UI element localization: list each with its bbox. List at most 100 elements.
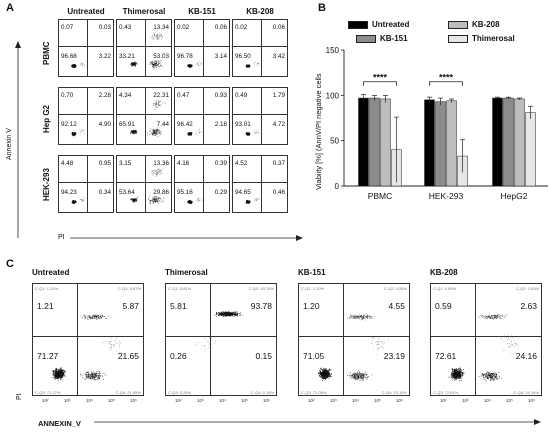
event-dot bbox=[257, 63, 259, 65]
event-dot bbox=[61, 371, 63, 373]
event-dot bbox=[100, 316, 102, 317]
panel-a-row-header: Hep G2 bbox=[42, 104, 51, 133]
event-dot bbox=[511, 337, 513, 338]
event-dot bbox=[109, 349, 110, 351]
event-dot bbox=[154, 129, 156, 131]
event-dot bbox=[497, 378, 499, 380]
event-dot bbox=[498, 317, 500, 319]
event-dot bbox=[60, 378, 62, 380]
event-dot bbox=[152, 131, 154, 133]
event-dot bbox=[155, 105, 157, 107]
event-dot bbox=[155, 169, 157, 171]
event-dot bbox=[149, 201, 151, 203]
event-dot bbox=[323, 378, 325, 380]
event-dot bbox=[60, 370, 62, 372]
event-dot bbox=[362, 378, 364, 380]
event-dot bbox=[238, 313, 240, 315]
event-dot bbox=[460, 369, 462, 371]
event-dot bbox=[492, 379, 494, 381]
event-dot bbox=[350, 315, 352, 316]
legend-swatch bbox=[448, 20, 468, 29]
event-dot bbox=[81, 199, 83, 201]
event-dot bbox=[218, 314, 220, 315]
event-dot bbox=[350, 314, 351, 316]
event-dot bbox=[56, 368, 58, 370]
event-dot bbox=[157, 197, 159, 199]
event-dot bbox=[495, 374, 497, 375]
event-dot bbox=[352, 375, 354, 377]
event-dot bbox=[254, 132, 256, 134]
event-dot bbox=[326, 370, 328, 372]
event-dot bbox=[87, 319, 89, 320]
event-dot bbox=[487, 376, 489, 378]
event-dot bbox=[200, 199, 202, 201]
event-dot bbox=[355, 317, 357, 319]
event-dot bbox=[130, 130, 132, 132]
event-dot bbox=[235, 311, 237, 313]
event-dot bbox=[153, 133, 155, 135]
event-dot bbox=[149, 203, 151, 205]
quadrant-value: 1.20 bbox=[303, 301, 320, 311]
event-dot bbox=[87, 316, 89, 317]
quadrant-value: 94.65 bbox=[235, 189, 251, 196]
event-dot bbox=[93, 314, 94, 316]
event-dot bbox=[85, 318, 87, 320]
quadrant-value: 4.52 bbox=[235, 160, 248, 167]
event-dot bbox=[368, 315, 370, 317]
event-dot bbox=[459, 380, 461, 382]
event-dot bbox=[323, 374, 325, 376]
event-dot bbox=[131, 63, 133, 65]
panel-c-flow-plot: 1.21 5.87 71.27 21.65 C-Q1: 1.21% C-Q2: 5.87%… bbox=[32, 283, 144, 396]
event-dot bbox=[98, 370, 100, 372]
quadrant-value: 13.36 bbox=[153, 160, 169, 167]
event-dot bbox=[157, 62, 159, 63]
event-dot bbox=[103, 315, 105, 317]
event-dot bbox=[152, 38, 154, 40]
event-dot bbox=[378, 344, 380, 345]
panel-a-column-header: KB-208 bbox=[246, 7, 274, 16]
legend-swatch bbox=[356, 34, 376, 43]
event-dot bbox=[86, 373, 88, 375]
event-dot bbox=[134, 201, 136, 203]
event-dot bbox=[320, 373, 322, 375]
event-dot bbox=[84, 315, 86, 317]
event-dot bbox=[236, 311, 238, 313]
event-dot bbox=[152, 63, 154, 65]
event-dot bbox=[89, 319, 91, 321]
event-dot bbox=[383, 343, 385, 345]
panel-a-flow-plot: 0.43 13.34 33.21 53.03 bbox=[116, 19, 172, 77]
event-dot bbox=[158, 172, 160, 174]
quadrant-value: 4.48 bbox=[61, 160, 74, 167]
event-dot bbox=[499, 375, 500, 377]
event-dot bbox=[158, 102, 160, 103]
event-dot bbox=[103, 373, 105, 375]
quadrant-value: 2.18 bbox=[214, 121, 227, 128]
event-dot bbox=[83, 133, 85, 134]
quadrant-gate-horizontal bbox=[117, 46, 171, 47]
event-dot bbox=[148, 199, 150, 201]
panel-c-scatter bbox=[317, 314, 389, 382]
event-dot bbox=[325, 368, 327, 370]
event-dot bbox=[72, 134, 75, 136]
x-category-label: PBMC bbox=[368, 191, 393, 201]
event-dot bbox=[351, 374, 353, 376]
event-dot bbox=[450, 375, 452, 377]
event-dot bbox=[83, 64, 85, 65]
event-dot bbox=[491, 317, 493, 319]
event-dot bbox=[518, 346, 519, 348]
event-dot bbox=[159, 35, 161, 37]
quadrant-value: 4.72 bbox=[272, 121, 285, 128]
event-dot bbox=[155, 175, 157, 177]
event-dot bbox=[362, 376, 363, 378]
event-dot bbox=[84, 65, 85, 67]
event-dot bbox=[187, 65, 189, 67]
quadrant-value: 4.90 bbox=[98, 121, 111, 128]
event-dot bbox=[152, 202, 154, 204]
event-dot bbox=[485, 380, 487, 382]
event-dot bbox=[63, 370, 65, 372]
event-dot bbox=[56, 374, 58, 376]
event-dot bbox=[350, 376, 352, 378]
event-dot bbox=[508, 339, 510, 340]
event-dot bbox=[87, 377, 89, 379]
event-dot bbox=[495, 376, 497, 378]
